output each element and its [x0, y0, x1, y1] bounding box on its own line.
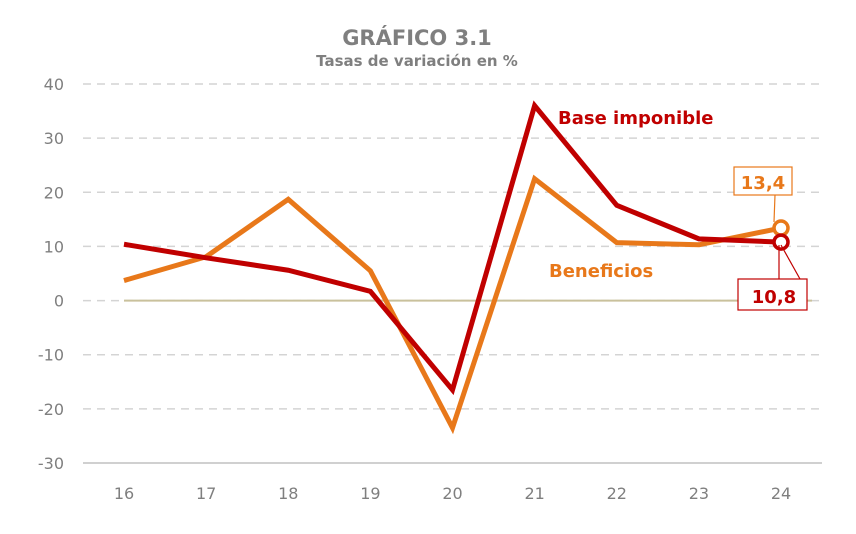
x-tick-label: 23 — [689, 484, 709, 503]
x-tick-label: 20 — [442, 484, 462, 503]
x-axis: 16 17 18 19 20 21 22 23 24 — [114, 484, 791, 503]
y-tick-label: 20 — [44, 183, 64, 202]
series-label-base-imponible: Base imponible — [558, 108, 713, 129]
data-point — [772, 233, 790, 251]
y-axis: 40 30 20 10 0 -10 -20 -30 — [38, 75, 64, 473]
x-tick-label: 21 — [524, 484, 544, 503]
x-tick-label: 16 — [114, 484, 134, 503]
y-tick-label: 30 — [44, 129, 64, 148]
y-tick-label: -20 — [38, 400, 64, 419]
callout-base-imponible: 10,8 — [737, 244, 808, 311]
chart-title: GRÁFICO 3.1 — [342, 25, 492, 50]
gridlines — [83, 83, 822, 464]
y-tick-label: 40 — [44, 75, 64, 94]
y-tick-label: 10 — [44, 237, 64, 256]
series-label-beneficios: Beneficios — [549, 261, 653, 282]
chart-subtitle: Tasas de variación en % — [316, 52, 518, 70]
y-tick-label: 0 — [54, 292, 64, 311]
end-label-beneficios: 13,4 — [741, 173, 785, 194]
data-point — [772, 219, 790, 237]
x-tick-label: 24 — [771, 484, 791, 503]
series-lines — [123, 100, 790, 435]
x-tick-label: 22 — [607, 484, 627, 503]
x-tick-label: 18 — [278, 484, 298, 503]
end-label-base-imponible: 10,8 — [752, 287, 796, 308]
y-tick-label: -30 — [38, 454, 64, 473]
x-tick-label: 19 — [360, 484, 380, 503]
x-tick-label: 17 — [196, 484, 216, 503]
callout-beneficios: 13,4 — [733, 166, 793, 223]
y-tick-label: -10 — [38, 346, 64, 365]
